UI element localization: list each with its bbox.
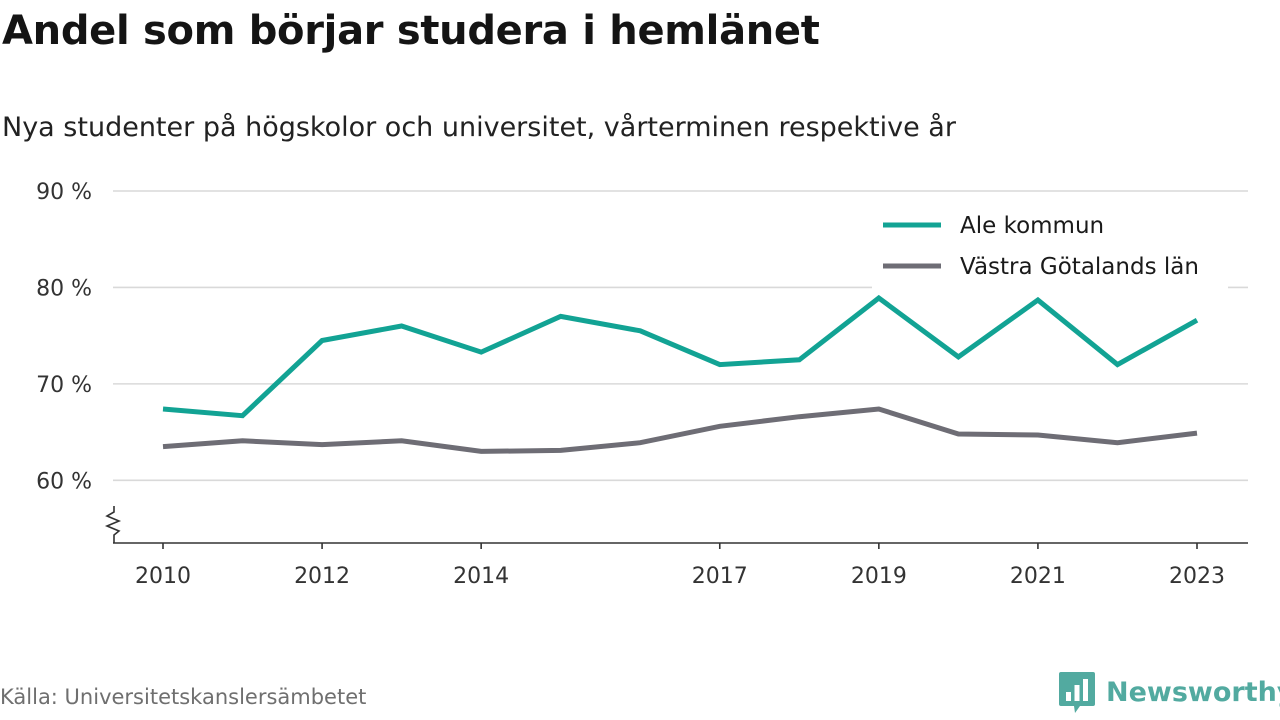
newsworthy-logo-icon (1059, 672, 1095, 713)
x-tick-label: 2017 (692, 564, 748, 589)
source-note: Källa: Universitetskanslersämbetet (0, 685, 367, 709)
x-tick-label: 2023 (1169, 564, 1225, 589)
x-tick-label: 2010 (135, 564, 191, 589)
x-tick-label: 2012 (294, 564, 350, 589)
x-tick-label: 2021 (1010, 564, 1066, 589)
y-axis-break-icon (104, 506, 122, 543)
brand-logo: Newsworthy (1058, 670, 1280, 714)
legend-label: Västra Götalands län (960, 254, 1199, 280)
y-tick-label: 60 % (36, 469, 92, 494)
legend-background (872, 205, 1228, 289)
series-line (162, 294, 1199, 419)
x-tick-label: 2019 (851, 564, 907, 589)
chart-title: Andel som börjar studera i hemlänet (2, 8, 820, 54)
y-tick-label: 70 % (36, 373, 92, 398)
x-tick-label: 2014 (453, 564, 509, 589)
chart-subtitle: Nya studenter på högskolor och universit… (2, 112, 956, 143)
series-line (162, 406, 1198, 454)
y-tick-label: 90 % (36, 180, 92, 205)
brand-name: Newsworthy (1106, 676, 1280, 708)
legend-label: Ale kommun (960, 213, 1104, 239)
y-tick-label: 80 % (36, 276, 92, 301)
